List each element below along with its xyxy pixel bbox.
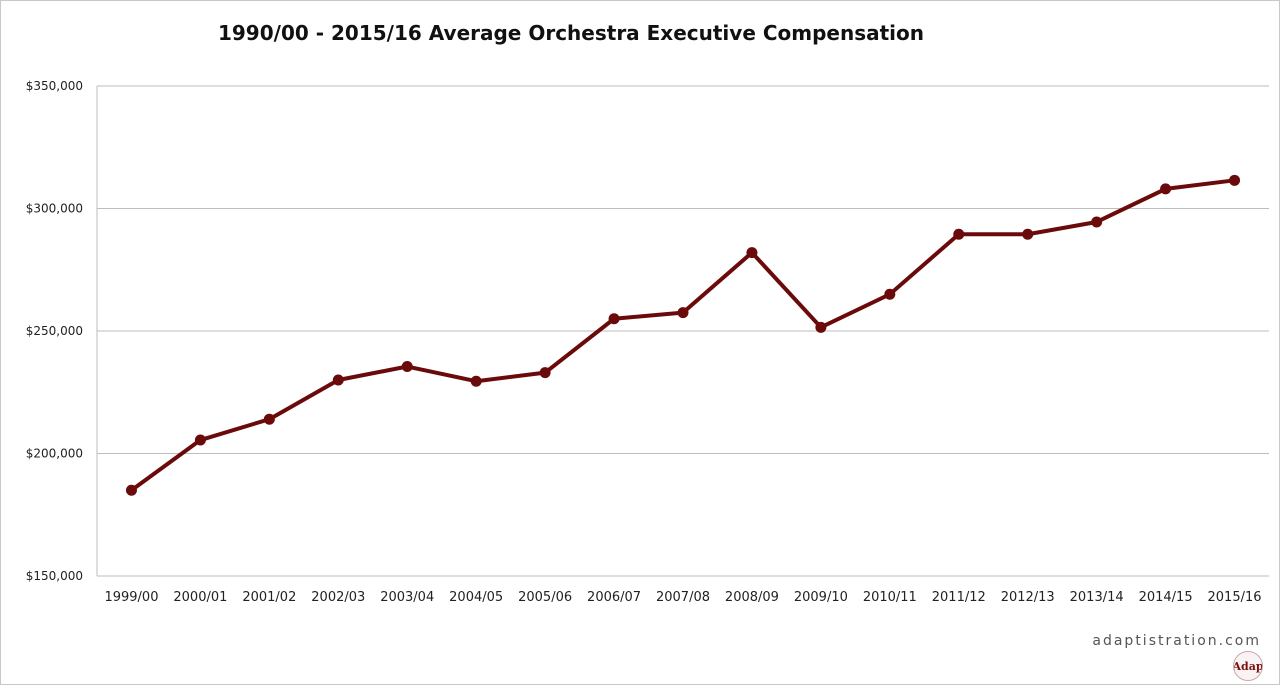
data-point <box>815 321 827 333</box>
chart-title: 1990/00 - 2015/16 Average Orchestra Exec… <box>218 21 924 45</box>
x-tick-label: 2013/14 <box>1070 590 1124 605</box>
gridlines <box>96 85 1269 577</box>
data-point <box>194 434 206 446</box>
data-point <box>401 361 413 373</box>
x-tick-label: 2005/06 <box>518 590 572 605</box>
x-tick-label: 2004/05 <box>449 590 503 605</box>
x-tick-label: 2009/10 <box>794 590 848 605</box>
data-point <box>953 228 965 240</box>
x-tick-label: 2015/16 <box>1208 590 1262 605</box>
x-tick-label: 2003/04 <box>380 590 434 605</box>
x-tick-label: 2014/15 <box>1139 590 1193 605</box>
data-point <box>263 413 275 425</box>
x-tick-label: 2010/11 <box>863 590 917 605</box>
y-tick-label: $350,000 <box>26 79 83 93</box>
series-layer <box>125 174 1241 496</box>
data-point <box>884 288 896 300</box>
data-point <box>1160 183 1172 195</box>
watermark-text: adaptistration.com <box>1092 633 1261 649</box>
x-tick-label: 2011/12 <box>932 590 986 605</box>
data-point <box>125 484 137 496</box>
x-tick-label: 2007/08 <box>656 590 710 605</box>
y-tick-label: $250,000 <box>26 324 83 338</box>
x-axis-ticks: 1999/00 2000/01 2001/02 2002/03 2003/04 2004/… <box>104 590 1261 605</box>
data-point <box>539 367 551 379</box>
x-tick-label: 2001/02 <box>242 590 296 605</box>
y-tick-label: $200,000 <box>26 447 83 461</box>
y-tick-label: $300,000 <box>26 202 83 216</box>
data-point <box>608 313 620 325</box>
adaptistration-logo: Adap <box>1233 651 1263 681</box>
x-tick-label: 2006/07 <box>587 590 641 605</box>
data-point <box>1229 174 1241 186</box>
x-tick-label: 2000/01 <box>173 590 227 605</box>
data-point <box>470 375 482 387</box>
data-point <box>332 374 344 386</box>
data-point <box>1091 216 1103 228</box>
x-tick-label: 1999/00 <box>104 590 158 605</box>
x-tick-label: 2012/13 <box>1001 590 1055 605</box>
data-point <box>677 307 689 319</box>
data-point <box>1022 228 1034 240</box>
y-axis-ticks: $150,000 $200,000 $250,000 $300,000 $350,000 <box>26 79 83 583</box>
data-point <box>746 247 758 259</box>
x-tick-label: 2002/03 <box>311 590 365 605</box>
y-tick-label: $150,000 <box>26 569 83 583</box>
x-tick-label: 2008/09 <box>725 590 779 605</box>
series-line <box>129 178 1237 493</box>
